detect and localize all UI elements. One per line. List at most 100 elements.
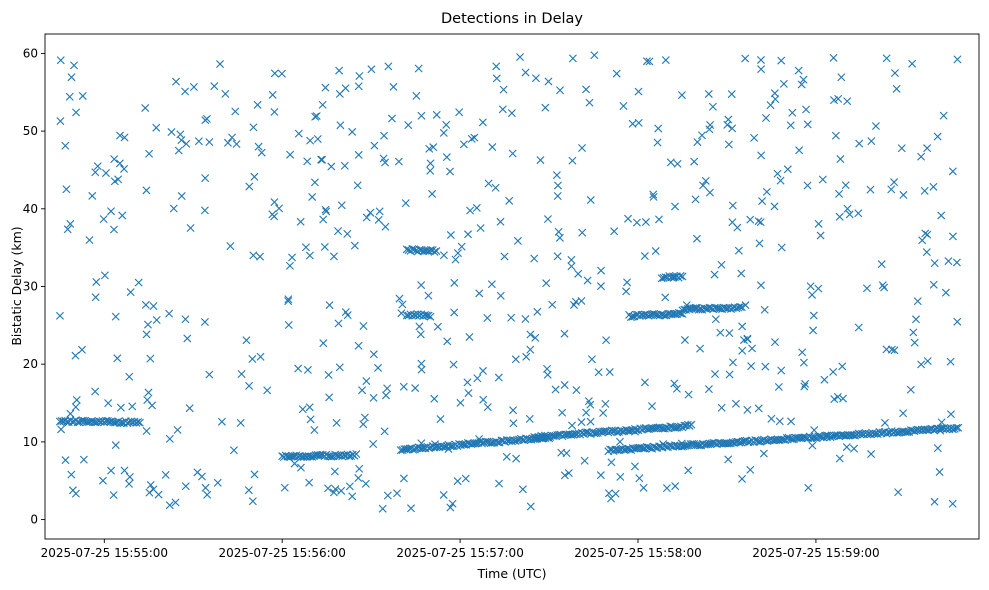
data-point: [448, 499, 457, 508]
data-point: [483, 313, 492, 322]
data-point: [814, 219, 823, 228]
data-point: [253, 100, 262, 109]
data-point: [544, 77, 553, 86]
data-point: [502, 436, 511, 445]
data-point: [757, 281, 765, 290]
data-point: [202, 114, 211, 123]
data-point: [92, 277, 101, 286]
data-point: [486, 439, 495, 448]
data-point: [554, 227, 563, 236]
data-point: [306, 136, 315, 145]
data-point: [526, 330, 535, 339]
data-point: [303, 157, 312, 166]
data-point: [890, 346, 899, 355]
data-point: [116, 403, 125, 412]
data-point: [716, 328, 725, 337]
data-point: [602, 336, 611, 345]
data-point: [542, 279, 551, 288]
data-point: [696, 344, 705, 353]
data-point: [242, 336, 251, 345]
data-point: [684, 466, 693, 475]
data-point: [771, 338, 779, 347]
data-point: [553, 181, 562, 190]
data-point: [378, 504, 387, 513]
data-point: [442, 120, 451, 129]
data-point: [511, 355, 520, 364]
data-point: [529, 434, 538, 443]
data-point: [777, 243, 786, 252]
data-point: [337, 201, 346, 210]
data-point: [181, 315, 190, 324]
data-point: [948, 499, 957, 508]
data-point: [866, 185, 875, 194]
y-tick-label-6: 60: [23, 46, 38, 60]
data-point: [651, 247, 660, 256]
data-point: [186, 224, 195, 232]
data-point: [111, 441, 120, 450]
data-point: [457, 242, 466, 251]
data-point: [649, 190, 658, 199]
data-point: [856, 430, 865, 439]
data-point: [799, 358, 808, 367]
data-point: [917, 360, 926, 369]
data-point: [417, 281, 426, 290]
data-point: [329, 488, 338, 497]
data-point: [432, 247, 441, 256]
data-point: [922, 248, 931, 257]
data-point: [766, 101, 775, 110]
data-point: [505, 196, 514, 205]
data-point: [465, 332, 474, 341]
data-point: [673, 159, 682, 168]
data-point: [843, 204, 852, 213]
data-point: [590, 429, 599, 438]
data-point: [836, 155, 845, 164]
data-point: [704, 89, 713, 98]
data-point: [142, 427, 151, 435]
data-point: [453, 249, 462, 258]
data-point: [132, 418, 141, 427]
data-point: [630, 462, 639, 471]
data-point: [244, 486, 253, 495]
data-point: [446, 167, 455, 176]
data-point: [758, 197, 767, 206]
data-point: [152, 316, 161, 324]
data-point: [810, 426, 819, 435]
data-point: [249, 123, 258, 132]
data-point: [322, 207, 331, 216]
data-point: [88, 191, 97, 200]
x-tick-label-4: 2025-07-25 15:59:00: [752, 546, 879, 560]
data-point: [935, 468, 944, 477]
y-tick-label-0: 0: [30, 513, 38, 527]
data-point: [522, 352, 531, 361]
data-point: [661, 293, 670, 302]
data-point: [692, 234, 701, 243]
data-point: [256, 252, 265, 261]
data-point: [746, 465, 755, 474]
data-point: [66, 409, 75, 418]
data-point: [476, 224, 485, 233]
data-point: [343, 311, 352, 320]
data-point: [639, 483, 648, 492]
data-point: [746, 215, 755, 224]
data-point: [336, 121, 345, 130]
data-point: [641, 218, 650, 227]
data-point: [110, 177, 119, 186]
data-point: [640, 378, 649, 387]
data-point: [754, 217, 763, 226]
data-point: [498, 105, 507, 114]
data-point: [541, 103, 550, 112]
data-point: [757, 151, 766, 160]
data-point: [200, 318, 209, 327]
data-point: [708, 102, 717, 111]
data-point: [99, 215, 108, 224]
data-point: [305, 251, 314, 260]
data-point: [728, 124, 737, 133]
data-point: [141, 300, 150, 309]
data-point: [383, 491, 392, 500]
data-point: [172, 77, 180, 86]
data-point: [809, 433, 818, 442]
data-point: [424, 291, 433, 300]
data-point: [615, 437, 624, 446]
data-point: [125, 372, 134, 381]
data-point: [586, 196, 595, 205]
